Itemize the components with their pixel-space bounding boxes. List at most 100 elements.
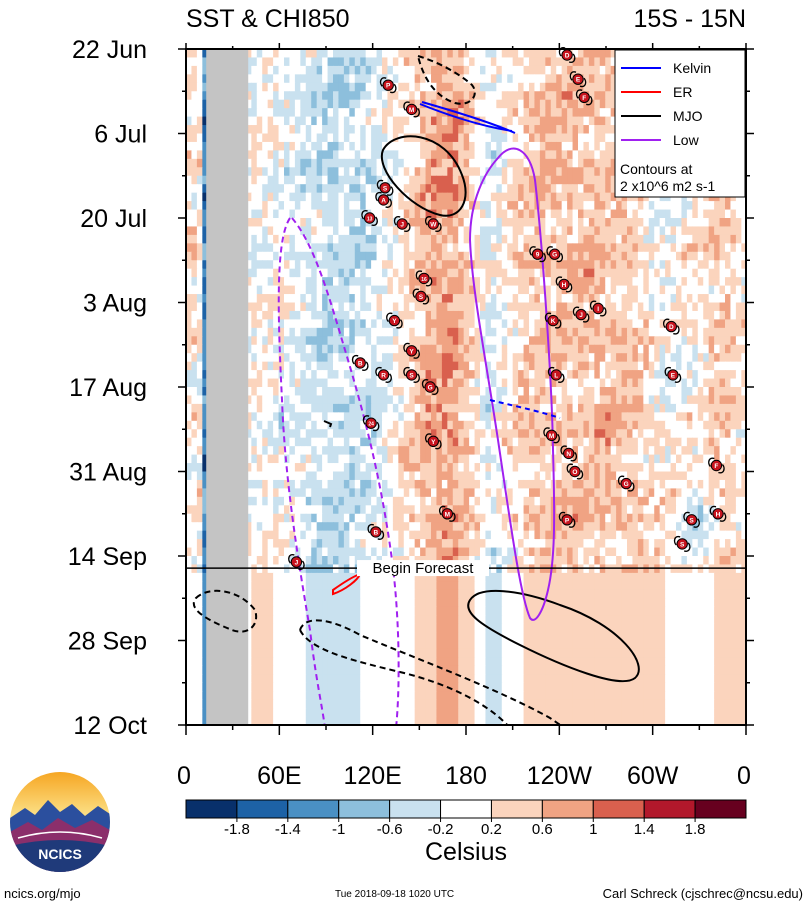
storm-label: 24 bbox=[368, 422, 374, 428]
chart-subtitle: 15S - 15N bbox=[633, 5, 746, 33]
contour-4 bbox=[192, 589, 258, 633]
x-tick-label: 120W bbox=[527, 762, 593, 790]
x-tick-label: 60W bbox=[627, 762, 679, 790]
storm-marker: P bbox=[558, 511, 576, 528]
storm-label: O bbox=[572, 469, 577, 476]
storm-label: S bbox=[680, 541, 685, 548]
logo-text: NCICS bbox=[38, 846, 82, 862]
storm-marker: A bbox=[375, 191, 392, 208]
x-tick-labels: 0 60E 120E 180 120W 60W 0 bbox=[177, 762, 751, 790]
storm-label: P bbox=[565, 517, 570, 524]
legend-entry-label: Kelvin bbox=[673, 60, 711, 76]
y-tick-label: 3 Aug bbox=[83, 290, 147, 318]
y-tick-label: 28 Sep bbox=[68, 628, 147, 656]
storm-label: 9 bbox=[536, 252, 540, 259]
x-tick-label: 60E bbox=[257, 762, 301, 790]
storm-marker: R bbox=[375, 366, 392, 383]
colorbar-tick-label: 1 bbox=[589, 821, 597, 838]
y-tick-label: 12 Oct bbox=[73, 712, 147, 740]
storm-label: G bbox=[552, 252, 557, 259]
colorbar-swatch bbox=[643, 799, 696, 819]
storm-label: D bbox=[565, 53, 570, 60]
y-tick-label: 17 Aug bbox=[69, 374, 147, 402]
storm-marker: E bbox=[569, 71, 587, 88]
storm-label: S bbox=[419, 294, 424, 301]
y-tick-label: 6 Jul bbox=[94, 121, 147, 149]
contour-11 bbox=[489, 399, 561, 419]
storm-label: I bbox=[597, 306, 599, 313]
storm-label: P bbox=[386, 83, 391, 90]
storm-marker: N bbox=[560, 445, 578, 462]
storm-label: B bbox=[373, 529, 378, 536]
storm-label: Y bbox=[409, 348, 414, 355]
colorbar-swatch bbox=[287, 799, 340, 819]
storm-marker: G bbox=[617, 475, 635, 492]
colorbar-swatch bbox=[490, 799, 543, 819]
colorbar-swatch bbox=[236, 799, 289, 819]
ncics-logo: NCICS bbox=[10, 772, 110, 872]
colorbar-tick-label: -1.4 bbox=[275, 821, 301, 838]
storm-marker: H bbox=[709, 505, 727, 522]
contour-1 bbox=[380, 135, 467, 217]
storm-marker: 9 bbox=[529, 246, 546, 263]
chi850-contours bbox=[192, 54, 640, 725]
storm-marker: G bbox=[421, 378, 439, 396]
contour-6 bbox=[299, 629, 509, 725]
colorbar-swatch bbox=[185, 799, 238, 819]
storm-label: J bbox=[400, 222, 404, 229]
colorbar-tick-label: -0.2 bbox=[428, 821, 454, 838]
storm-marker: P bbox=[379, 77, 397, 94]
storm-label: E bbox=[671, 372, 676, 379]
contour-13 bbox=[323, 420, 333, 428]
storm-label: D bbox=[669, 324, 674, 331]
missing-data-band bbox=[206, 49, 249, 725]
legend: Kelvin ER MJO Low Contours at 2 x10^6 m2 s-… bbox=[614, 49, 746, 198]
storm-marker: Y bbox=[403, 342, 420, 359]
storm-marker: Y bbox=[386, 312, 403, 329]
storm-marker: B bbox=[351, 354, 369, 371]
colorbar-tick-label: 0.6 bbox=[532, 821, 553, 838]
storm-label: J bbox=[295, 560, 299, 567]
storm-label: M bbox=[549, 433, 554, 440]
storm-label: M bbox=[409, 107, 414, 114]
storm-marker: J bbox=[288, 553, 305, 571]
storm-label: H bbox=[562, 282, 567, 289]
storm-label: 16 bbox=[421, 277, 427, 283]
storm-label: M bbox=[445, 511, 450, 518]
y-tick-label: 20 Jul bbox=[80, 205, 147, 233]
y-tick-label: 22 Jun bbox=[72, 36, 147, 64]
storm-marker: D bbox=[662, 318, 680, 335]
source-url[interactable]: ncics.org/mjo bbox=[4, 886, 81, 901]
chart-title: SST & CHI850 bbox=[186, 5, 350, 33]
storm-marker: S bbox=[412, 288, 430, 305]
legend-entry-label: Low bbox=[673, 132, 700, 148]
storm-marker: L bbox=[547, 366, 565, 383]
storm-label: Y bbox=[431, 439, 436, 446]
storm-label: 13 bbox=[367, 217, 373, 223]
storm-label: H bbox=[716, 511, 721, 518]
storm-marker: J bbox=[572, 306, 590, 323]
colorbar-swatch bbox=[694, 799, 747, 819]
colorbar-tick-label: -1 bbox=[332, 821, 345, 838]
storm-marker: F bbox=[708, 457, 725, 474]
storm-marker: B bbox=[367, 523, 385, 540]
storm-label: J bbox=[579, 312, 583, 319]
storm-marker: M bbox=[403, 101, 420, 118]
storm-marker: S bbox=[376, 179, 394, 196]
contour-2 bbox=[467, 590, 640, 683]
storm-label: G bbox=[624, 481, 629, 488]
colorbar-swatch bbox=[592, 799, 645, 819]
storm-marker: Y bbox=[424, 433, 442, 450]
legend-entry-label: MJO bbox=[673, 108, 703, 124]
forecast-label: Begin Forecast bbox=[373, 560, 475, 577]
colorbar-tick-label: -0.6 bbox=[377, 821, 403, 838]
colorbar-swatch bbox=[338, 799, 391, 819]
storm-label: S bbox=[689, 517, 694, 524]
colorbar-swatch bbox=[440, 799, 492, 819]
contour-5 bbox=[299, 619, 563, 725]
y-tick-label: 31 Aug bbox=[69, 459, 147, 487]
storm-marker: H bbox=[555, 276, 573, 293]
colorbar-tick-label: 1.8 bbox=[685, 821, 706, 838]
contour-3 bbox=[416, 54, 476, 105]
storm-label: S bbox=[383, 185, 388, 192]
